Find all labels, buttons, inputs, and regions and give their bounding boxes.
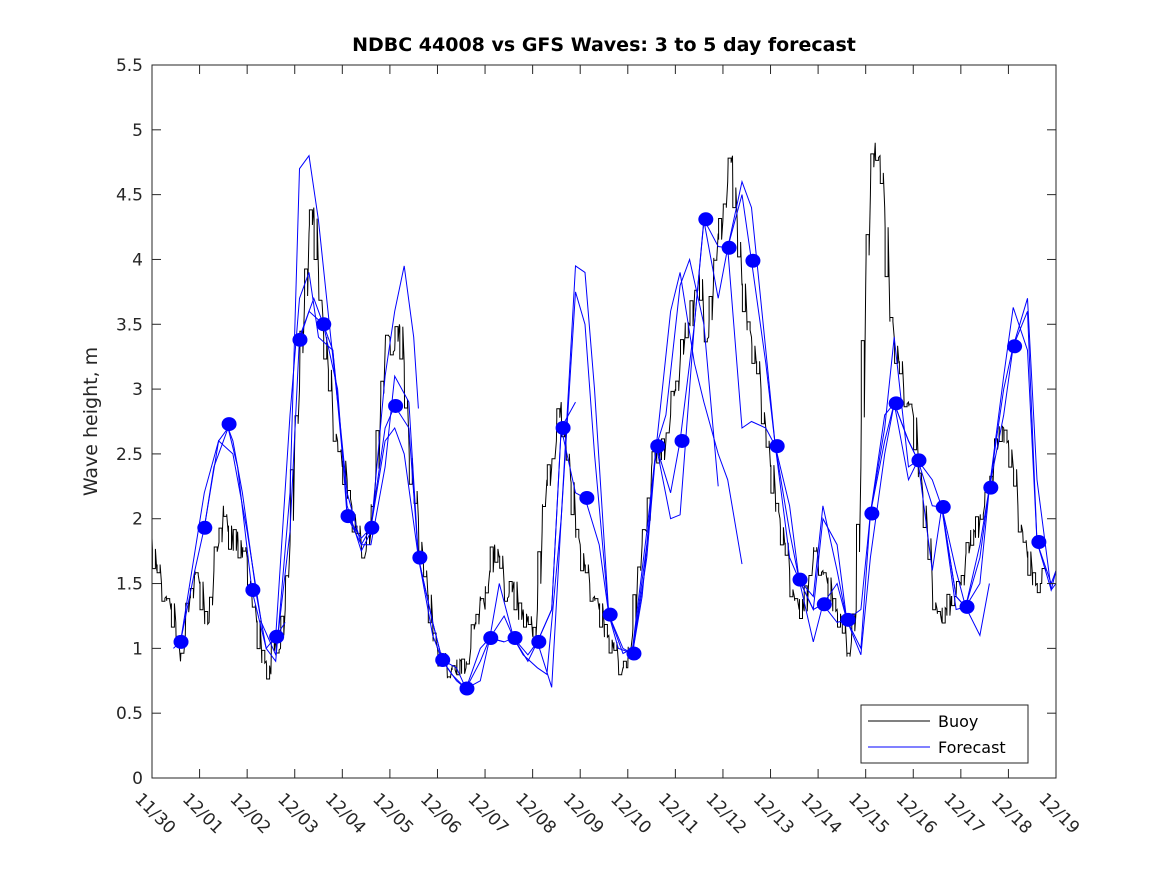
forecast-point [292, 332, 308, 347]
y-tick-label: 2.5 [116, 445, 143, 465]
y-axis-label: Wave height, m [80, 347, 102, 496]
forecast-point [579, 490, 595, 505]
forecast-point [459, 681, 475, 696]
forecast-point [435, 653, 451, 668]
y-tick-label: 2 [132, 510, 143, 530]
forecast-point [269, 629, 285, 644]
forecast-point [816, 597, 832, 612]
forecast-point [340, 509, 356, 524]
forecast-point [745, 253, 761, 268]
forecast-point [388, 398, 404, 413]
forecast-point [935, 500, 951, 515]
y-tick-label: 0.5 [116, 704, 143, 724]
legend-box [860, 704, 1029, 764]
axes-frame [151, 64, 1057, 779]
forecast-point [245, 583, 261, 598]
forecast-point [698, 212, 714, 227]
y-tick-label: 4.5 [116, 186, 143, 206]
forecast-point [959, 599, 975, 614]
chart-title: NDBC 44008 vs GFS Waves: 3 to 5 day fore… [352, 34, 856, 56]
y-tick-label: 5.5 [116, 56, 143, 76]
forecast-point [674, 433, 690, 448]
forecast-point [911, 453, 927, 468]
y-tick-label: 3 [132, 380, 143, 400]
forecast-point [888, 396, 904, 411]
plot-area [152, 65, 1056, 778]
forecast-point [626, 646, 642, 661]
forecast-point [721, 240, 737, 255]
forecast-point [650, 439, 666, 454]
forecast-point [983, 480, 999, 495]
forecast-line-7 [489, 272, 743, 688]
forecast-point [864, 506, 880, 521]
forecast-line-1 [180, 154, 339, 663]
forecast-point [507, 630, 523, 645]
legend-label-buoy: Buoy [938, 712, 978, 731]
forecast-point [555, 420, 571, 435]
y-tick-label: 1 [132, 639, 143, 659]
forecast-point [483, 630, 499, 645]
forecast-line-11 [798, 311, 1057, 651]
y-tick-label: 1.5 [116, 575, 143, 595]
forecast-point [197, 520, 213, 535]
forecast-point [364, 520, 380, 535]
forecast-point [1031, 535, 1047, 550]
forecast-point [840, 612, 856, 627]
series-layer [151, 142, 1057, 696]
forecast-point [531, 634, 547, 649]
forecast-line-0 [173, 426, 286, 650]
forecast-line-2 [203, 296, 419, 657]
y-tick-label: 5 [132, 121, 143, 141]
forecast-point [1007, 339, 1023, 354]
forecast-point [602, 607, 618, 622]
y-tick-label: 0 [132, 769, 143, 789]
forecast-point [792, 572, 808, 587]
forecast-point [173, 634, 189, 649]
forecast-line-3 [275, 265, 419, 637]
legend-label-forecast: Forecast [938, 738, 1006, 757]
forecast-point [316, 317, 332, 332]
y-tick-label: 3.5 [116, 315, 143, 335]
forecast-point [221, 417, 237, 432]
forecast-point [769, 439, 785, 454]
forecast-point [412, 550, 428, 565]
legend: Buoy Forecast [860, 704, 1029, 764]
y-tick-label: 4 [132, 250, 143, 270]
